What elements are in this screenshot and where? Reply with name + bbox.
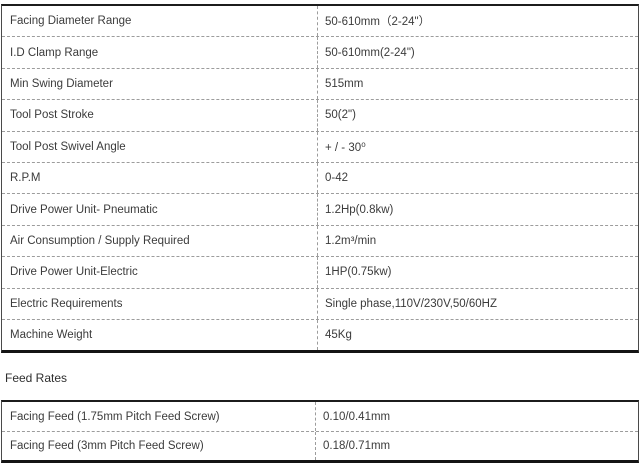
table-row: Facing Feed (1.75mm Pitch Feed Screw) 0.…	[2, 402, 638, 431]
spec-value-cell: 45Kg	[317, 319, 638, 351]
spec-value-cell: 515mm	[317, 68, 638, 100]
spec-label-cell: Tool Post Swivel Angle	[10, 140, 126, 153]
spec-label-cell: Machine Weight	[10, 329, 93, 342]
spec-value-cell: 1.2m³/min	[317, 225, 638, 257]
table-row: Drive Power Unit-Electric 1HP(0.75kw)	[2, 256, 638, 288]
spec-label-cell: Facing Diameter Range	[10, 15, 132, 28]
feed-rates-heading: Feed Rates	[5, 371, 68, 386]
spec-label-cell: Min Swing Diameter	[10, 77, 113, 90]
table-row: Tool Post Swivel Angle + / - 30⁰	[2, 130, 638, 162]
feed-label-cell: Facing Feed (1.75mm Pitch Feed Screw)	[10, 410, 220, 423]
table-row: Machine Weight 45Kg	[2, 318, 638, 351]
table-row: Electric Requirements Single phase,110V/…	[2, 287, 638, 319]
spec-label-cell: Air Consumption / Supply Required	[10, 234, 190, 247]
spec-label-cell: I.D Clamp Range	[10, 46, 99, 59]
spec-value-cell: Single phase,110V/230V,50/60HZ	[317, 288, 638, 319]
table-row: Tool Post Stroke 50(2")	[2, 99, 638, 131]
spec-label-cell: Drive Power Unit- Pneumatic	[10, 203, 158, 216]
feed-rates-table: Facing Feed (1.75mm Pitch Feed Screw) 0.…	[1, 400, 639, 463]
table-row: Air Consumption / Supply Required 1.2m³/…	[2, 224, 638, 257]
table-row: Drive Power Unit- Pneumatic 1.2Hp(0.8kw)	[2, 193, 638, 225]
feed-value-cell: 0.10/0.41mm	[315, 402, 638, 431]
spec-value-cell: 1HP(0.75kw)	[317, 257, 638, 288]
spec-value-cell: 0-42	[317, 162, 638, 194]
spec-label-cell: R.P.M	[10, 172, 41, 185]
spec-value-cell: 1.2Hp(0.8kw)	[317, 194, 638, 225]
spec-value-cell: 50-610mm(2-24")	[317, 37, 638, 68]
spec-table: Facing Diameter Range 50-610mm（2-24"） I.…	[1, 4, 639, 354]
spec-value-cell: + / - 30⁰	[317, 131, 638, 162]
spec-value-cell: 50(2")	[317, 100, 638, 131]
spec-label-cell: Tool Post Stroke	[10, 109, 94, 122]
table-row: Facing Feed (3mm Pitch Feed Screw) 0.18/…	[2, 430, 638, 461]
spec-label-cell: Electric Requirements	[10, 297, 123, 310]
table-row: Facing Diameter Range 50-610mm（2-24"）	[2, 6, 638, 37]
table-row: I.D Clamp Range 50-610mm(2-24")	[2, 36, 638, 68]
spec-label-cell: Drive Power Unit-Electric	[10, 266, 138, 279]
feed-value-cell: 0.18/0.71mm	[315, 431, 638, 461]
feed-label-cell: Facing Feed (3mm Pitch Feed Screw)	[10, 440, 204, 453]
spec-value-cell: 50-610mm（2-24"）	[317, 6, 638, 37]
table-row: Min Swing Diameter 515mm	[2, 67, 638, 100]
table-row: R.P.M 0-42	[2, 161, 638, 194]
